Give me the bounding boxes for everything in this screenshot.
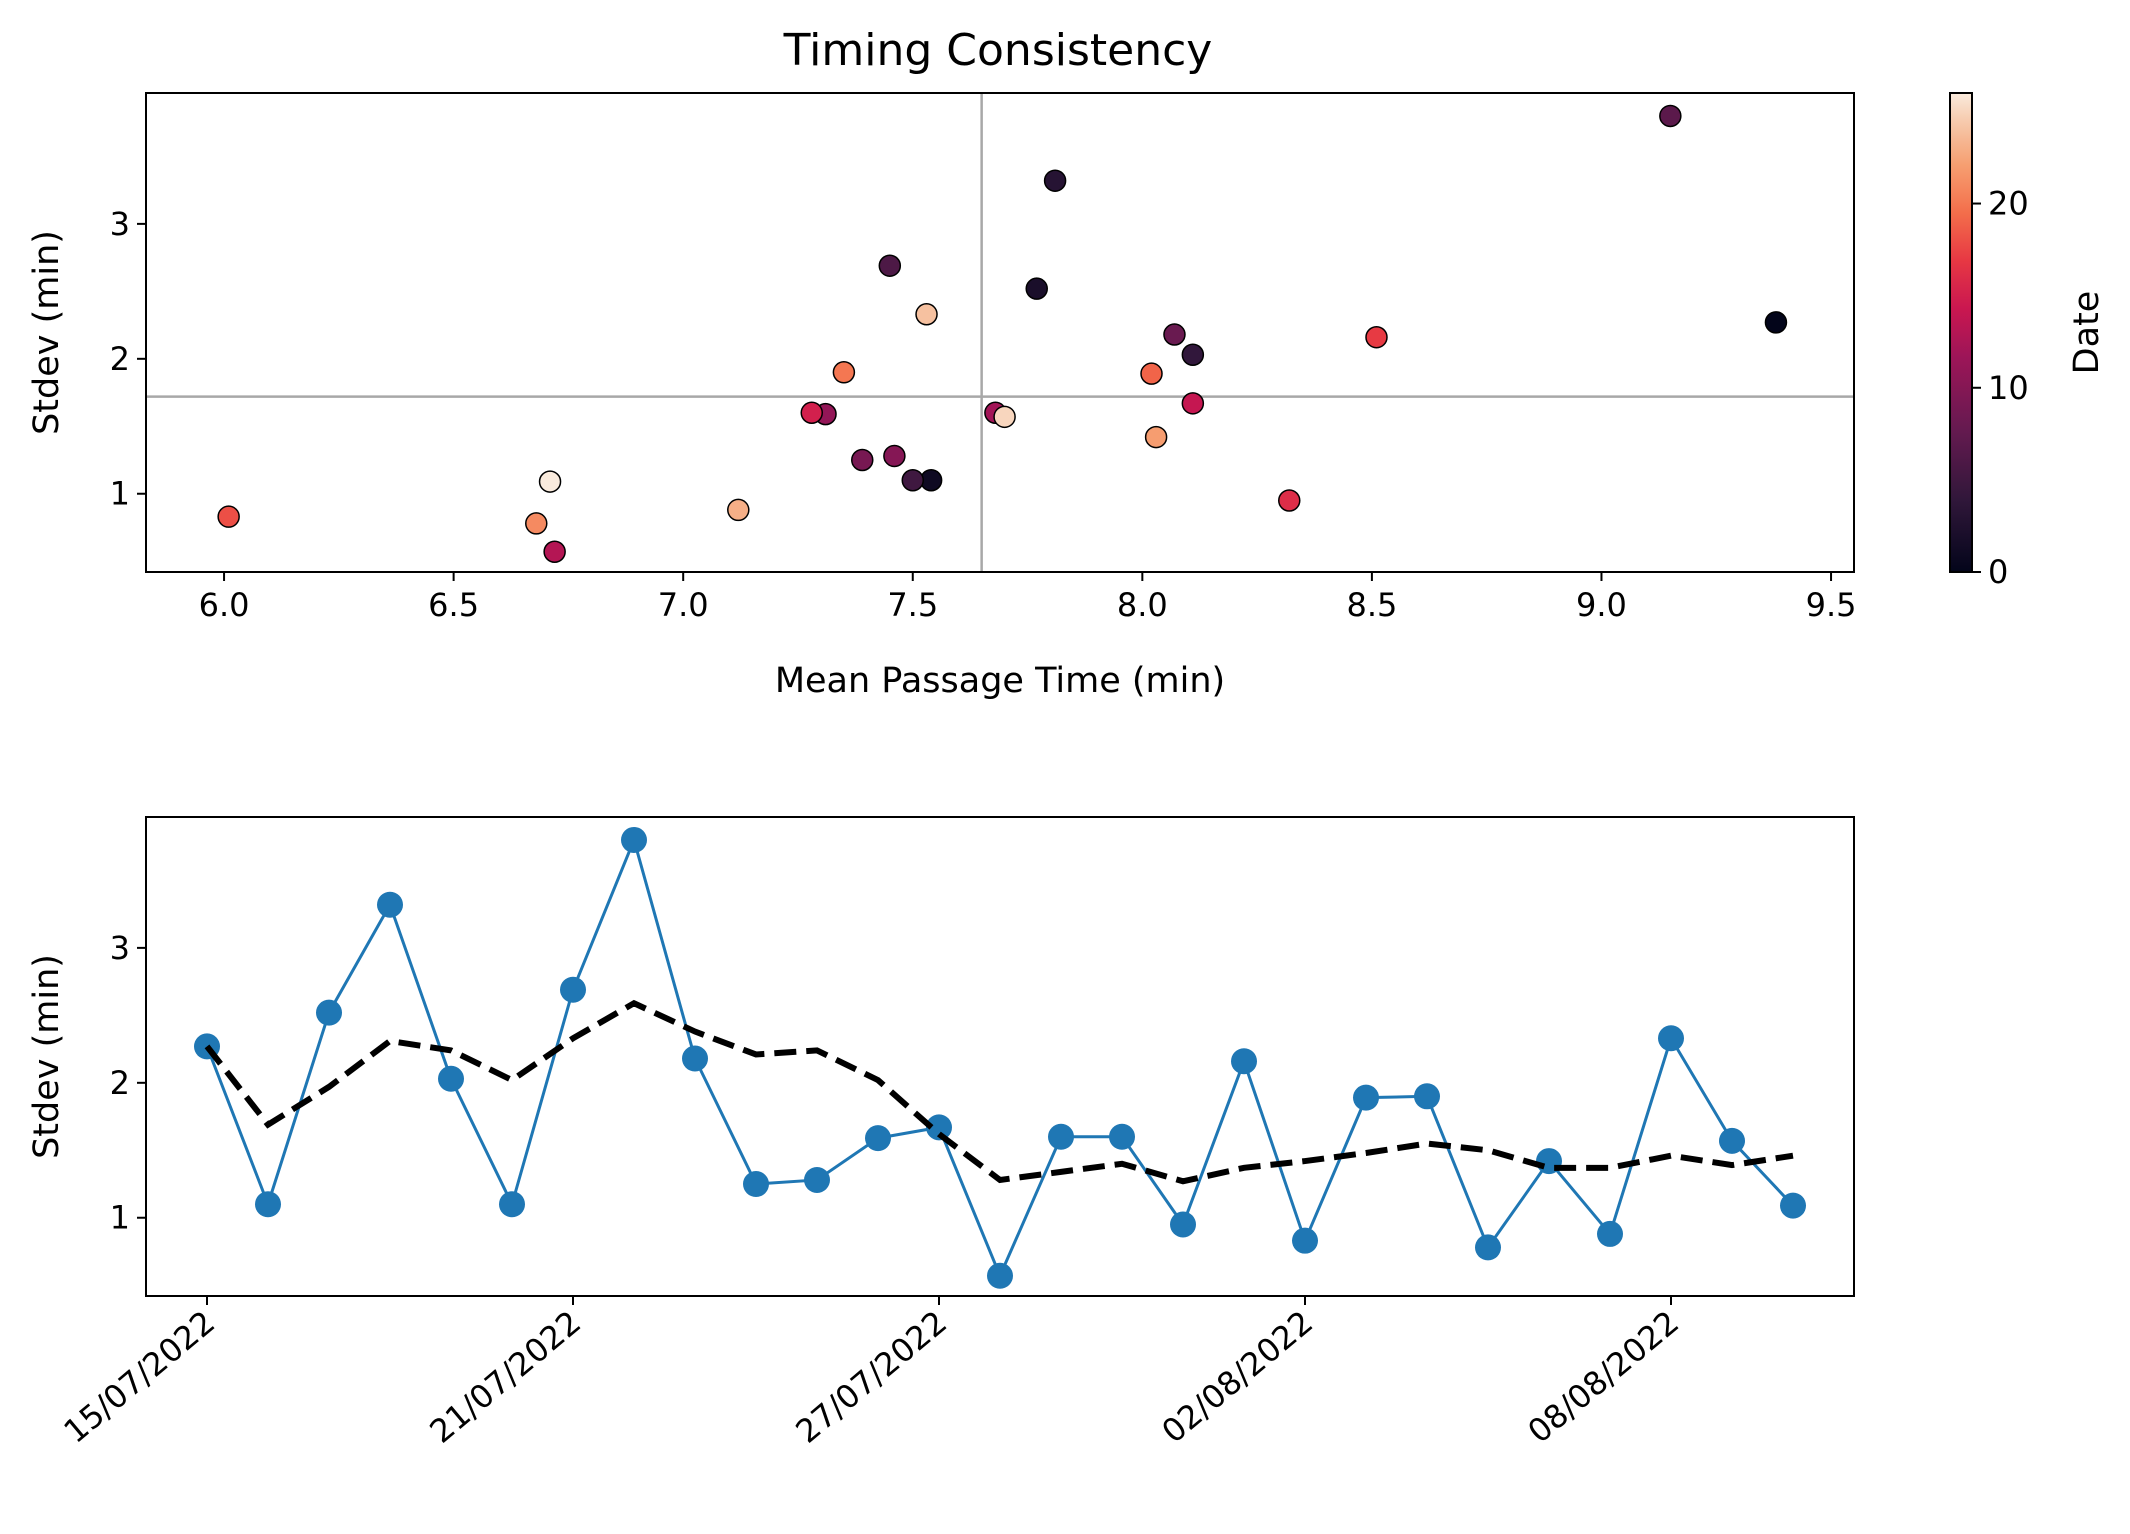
scatter-point [1365,325,1388,349]
stdev-marker [1597,1220,1623,1247]
stdev-marker [1048,1123,1074,1150]
stdev-marker [926,1114,952,1141]
stdev-marker [1170,1211,1196,1238]
x-tick-label: 7.5 [887,586,938,624]
scatter-point [538,470,562,493]
x-tick-label: 9.5 [1806,586,1857,624]
scatter-point [832,361,856,384]
timeseries-axes: 1 2 3 15/07/2022 21/07/2022 27/07/2022 02/08/2… [27,816,1855,1451]
stdev-line [205,835,1795,1280]
scatter-point [883,444,906,468]
x-tick-label: 9.0 [1576,586,1627,624]
stdev-marker [1414,1083,1440,1110]
plot-frame [145,92,1855,573]
scatter-point [1181,392,1205,415]
stdev-marker [377,891,403,918]
x-tick-label: 27/07/2022 [788,1303,954,1451]
stdev-marker [499,1191,525,1218]
y-tick-label: 3 [110,205,130,243]
scatter-point [217,505,240,528]
x-tick-label: 15/07/2022 [56,1303,222,1451]
colorbar-tick-label: 20 [1988,185,2029,223]
scatter-point [915,303,938,326]
stdev-marker [438,1065,464,1092]
y-axis-label: Stdev (min) [27,954,67,1159]
scatter-point [800,401,824,425]
scatter-point [851,448,874,472]
y-axis-label: Stdev (min) [27,230,67,435]
colorbar-tick-label: 10 [1988,369,2029,407]
stdev-marker [1780,1192,1806,1219]
scatter-point [993,405,1016,429]
stdev-marker [1292,1227,1318,1254]
x-tick-label: 02/08/2022 [1154,1303,1320,1451]
scatter-point [1278,489,1301,512]
stdev-marker [987,1262,1013,1289]
y-tick-label: 1 [110,1199,130,1237]
stdev-marker [1231,1048,1257,1075]
scatter-point [1764,311,1788,334]
scatter-point [1144,425,1168,449]
x-tick-label: 6.0 [199,586,250,624]
x-tick-label: 7.0 [658,586,709,624]
colorbar-gradient [1949,92,1973,573]
stdev-marker [1353,1084,1379,1111]
stdev-marker [804,1166,830,1193]
stdev-marker [1475,1234,1501,1261]
x-axis-label: Mean Passage Time (min) [775,661,1225,701]
colorbar: 0 10 20 Date [1949,92,2107,591]
y-tick-label: 1 [110,475,130,513]
x-tick-label: 6.5 [428,586,479,624]
scatter-point [878,254,902,277]
stdev-marker [316,999,342,1026]
x-tick-label: 21/07/2022 [422,1303,588,1451]
stdev-marker [255,1191,281,1218]
y-tick-label: 2 [110,340,130,378]
stdev-marker [865,1125,891,1152]
chart-title: Timing Consistency [783,25,1213,76]
scatter-point [543,540,566,564]
y-tick-label: 3 [110,929,130,967]
scatter-point [1659,104,1682,128]
stdev-marker [682,1045,708,1072]
stdev-marker [560,976,586,1003]
stdev-marker [743,1171,769,1198]
stdev-marker [1719,1127,1745,1154]
stdev-marker [1109,1123,1135,1150]
scatter-point [1181,343,1205,367]
colorbar-label: Date [2067,291,2107,375]
scatter-point [525,512,548,535]
scatter-point [1140,362,1163,385]
colorbar-tick-label: 0 [1988,553,2008,591]
scatter-point [1163,323,1186,346]
scatter-point [1043,169,1067,192]
rolling-mean-line [204,999,1794,1185]
scatter-axes: 6.0 6.5 7.0 7.5 8.0 8.5 9.0 9.5 1 2 3 Mean Passage … [27,92,1857,701]
x-tick-label: 08/08/2022 [1520,1303,1686,1451]
scatter-point [901,468,925,492]
scatter-point [1025,277,1048,300]
stdev-marker [621,826,647,853]
plot-frame [145,816,1855,1297]
x-tick-label: 8.0 [1117,586,1168,624]
y-tick-label: 2 [110,1064,130,1102]
x-tick-label: 8.5 [1346,586,1397,624]
stdev-marker [1658,1025,1684,1052]
scatter-point [727,498,750,522]
